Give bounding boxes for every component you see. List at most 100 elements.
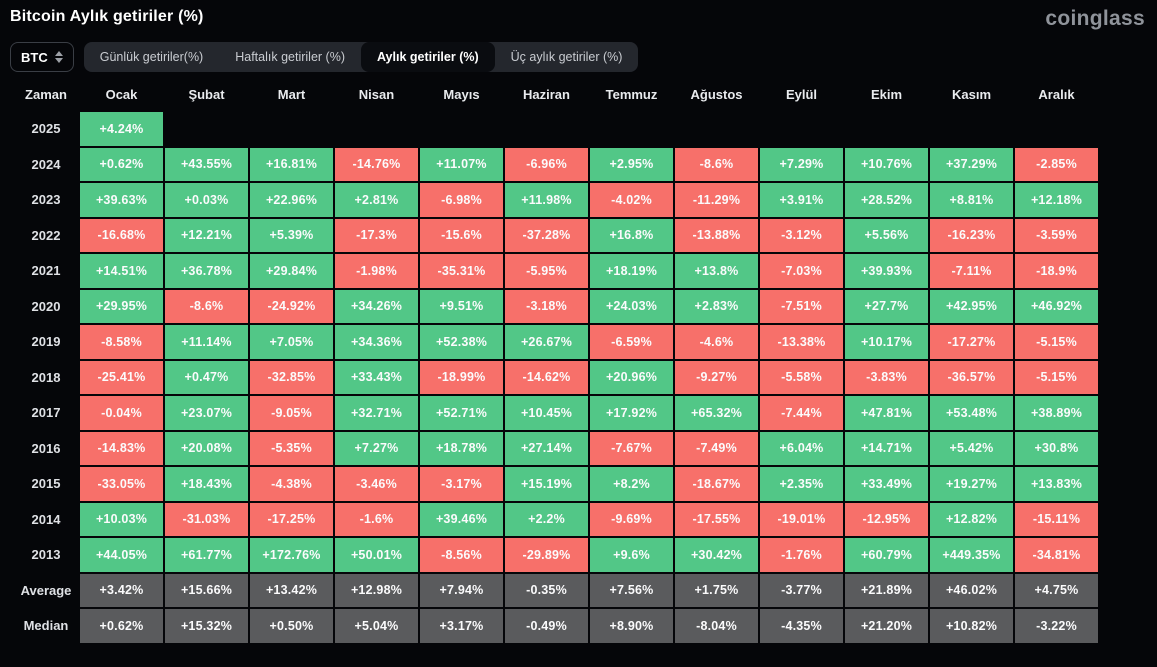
- return-cell: -5.35%: [250, 431, 333, 465]
- return-cell: -36.57%: [930, 360, 1013, 394]
- return-cell: +42.95%: [930, 289, 1013, 323]
- column-header: Temmuz: [605, 86, 658, 102]
- return-cell: -17.27%: [930, 325, 1013, 359]
- return-cell: +23.07%: [165, 396, 248, 430]
- return-cell: -33.05%: [80, 467, 163, 501]
- return-cell: +11.14%: [165, 325, 248, 359]
- return-cell: -3.46%: [335, 467, 418, 501]
- column-header: Aralık: [1038, 86, 1075, 102]
- return-cell: -16.23%: [930, 218, 1013, 252]
- return-cell: -16.68%: [80, 218, 163, 252]
- column-header: Şubat: [188, 86, 225, 102]
- return-cell: -8.04%: [675, 609, 758, 643]
- return-cell: -0.04%: [80, 396, 163, 430]
- return-cell: -19.01%: [760, 502, 843, 536]
- return-cell: [420, 112, 503, 146]
- return-cell: -4.38%: [250, 467, 333, 501]
- return-cell: +20.96%: [590, 360, 673, 394]
- return-cell: [590, 112, 673, 146]
- return-cell: +7.27%: [335, 431, 418, 465]
- return-cell: -18.99%: [420, 360, 503, 394]
- return-cell: +27.14%: [505, 431, 588, 465]
- return-cell: +3.17%: [420, 609, 503, 643]
- return-cell: +5.04%: [335, 609, 418, 643]
- tab-0[interactable]: Günlük getiriler(%): [84, 42, 220, 72]
- return-cell: -7.11%: [930, 254, 1013, 288]
- return-cell: -14.83%: [80, 431, 163, 465]
- tab-1[interactable]: Haftalık getiriler (%): [219, 42, 361, 72]
- return-cell: -8.58%: [80, 325, 163, 359]
- return-cell: +26.67%: [505, 325, 588, 359]
- row-label: 2014: [31, 511, 61, 527]
- return-cell: -17.55%: [675, 502, 758, 536]
- row-label: 2021: [31, 263, 61, 279]
- monthly-returns-page: Bitcoin Aylık getiriler (%) coinglass BT…: [10, 8, 1145, 643]
- symbol-select-value: BTC: [21, 49, 48, 65]
- controls-bar: BTC Günlük getiriler(%) Haftalık getirile…: [10, 42, 1145, 72]
- return-cell: +19.27%: [930, 467, 1013, 501]
- return-cell: -8.6%: [165, 289, 248, 323]
- column-header: Ağustos: [690, 86, 743, 102]
- coinglass-logo: coinglass: [1045, 7, 1145, 30]
- column-header: Nisan: [358, 86, 395, 102]
- return-cell: +10.82%: [930, 609, 1013, 643]
- tab-3[interactable]: Üç aylık getiriler (%): [495, 42, 639, 72]
- return-cell: +27.7%: [845, 289, 928, 323]
- symbol-select[interactable]: BTC: [10, 42, 74, 72]
- return-cell: +52.38%: [420, 325, 503, 359]
- return-cell: +172.76%: [250, 538, 333, 572]
- tab-2[interactable]: Aylık getiriler (%): [360, 42, 495, 72]
- return-cell: [335, 112, 418, 146]
- table-header-row: Zaman Ocak Şubat Mart Nisan Mayıs Haziran Temmu…: [14, 82, 1145, 106]
- table-row: 2017 -0.04% +23.07% -9.05% +32.71% +52.71% +10…: [14, 396, 1145, 430]
- return-cell: +8.81%: [930, 183, 1013, 217]
- return-cell: +18.43%: [165, 467, 248, 501]
- return-cell: +13.8%: [675, 254, 758, 288]
- return-cell: +9.6%: [590, 538, 673, 572]
- return-cell: +34.26%: [335, 289, 418, 323]
- column-header: Eylül: [785, 86, 818, 102]
- return-cell: +0.62%: [80, 147, 163, 181]
- return-cell: +15.19%: [505, 467, 588, 501]
- return-cell: +10.45%: [505, 396, 588, 430]
- table-row: 2020 +29.95% -8.6% -24.92% +34.26% +9.51% -3.1…: [14, 289, 1145, 323]
- return-cell: +60.79%: [845, 538, 928, 572]
- return-cell: -34.81%: [1015, 538, 1098, 572]
- return-cell: -6.59%: [590, 325, 673, 359]
- return-cell: -6.98%: [420, 183, 503, 217]
- return-cell: -9.05%: [250, 396, 333, 430]
- return-cell: -8.56%: [420, 538, 503, 572]
- return-cell: -7.67%: [590, 431, 673, 465]
- return-cell: +52.71%: [420, 396, 503, 430]
- return-cell: +3.91%: [760, 183, 843, 217]
- return-cell: +17.92%: [590, 396, 673, 430]
- return-cell: -18.67%: [675, 467, 758, 501]
- return-cell: +4.75%: [1015, 573, 1098, 607]
- return-cell: +65.32%: [675, 396, 758, 430]
- return-cell: -8.6%: [675, 147, 758, 181]
- return-cell: +8.90%: [590, 609, 673, 643]
- return-cell: +53.48%: [930, 396, 1013, 430]
- return-cell: -4.02%: [590, 183, 673, 217]
- return-cell: -5.15%: [1015, 360, 1098, 394]
- table-row: 2022 -16.68% +12.21% +5.39% -17.3% -15.6% -37.…: [14, 218, 1145, 252]
- return-cell: -3.83%: [845, 360, 928, 394]
- column-header: Haziran: [523, 86, 570, 102]
- return-cell: -32.85%: [250, 360, 333, 394]
- return-cell: +12.98%: [335, 573, 418, 607]
- return-cell: +7.29%: [760, 147, 843, 181]
- return-cell: -7.49%: [675, 431, 758, 465]
- return-cell: -3.17%: [420, 467, 503, 501]
- topbar: Bitcoin Aylık getiriler (%) coinglass: [10, 8, 1145, 38]
- column-header: Ocak: [105, 86, 138, 102]
- return-cell: +29.95%: [80, 289, 163, 323]
- table-body: 2025 +4.24% 2024 +0.62% +43.55% +16.81% -14.76…: [14, 112, 1145, 643]
- return-cell: +0.47%: [165, 360, 248, 394]
- table-row: 2023 +39.63% +0.03% +22.96% +2.81% -6.98% +11.…: [14, 183, 1145, 217]
- table-row: 2014 +10.03% -31.03% -17.25% -1.6% +39.46% +2.…: [14, 502, 1145, 536]
- return-cell: +14.51%: [80, 254, 163, 288]
- table-row: Median +0.62% +15.32% +0.50% +5.04% +3.17% -0.…: [14, 609, 1145, 643]
- row-label: 2019: [31, 334, 61, 350]
- return-cell: -17.25%: [250, 502, 333, 536]
- return-cell: -7.44%: [760, 396, 843, 430]
